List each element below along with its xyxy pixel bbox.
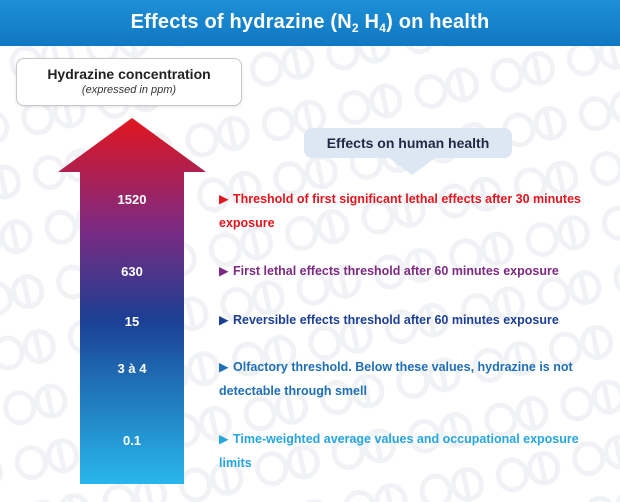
concentration-arrow: [58, 118, 206, 484]
triangle-right-icon: ▶: [219, 264, 229, 278]
subscript-2: 2: [351, 21, 359, 35]
effect-item-15: ▶ Reversible effects threshold after 60 m…: [219, 308, 599, 332]
level-value-0-1: 0.1: [122, 433, 142, 448]
level-value-3-a-4: 3 à 4: [117, 361, 147, 376]
triangle-right-icon: ▶: [219, 432, 229, 446]
level-value-15: 15: [124, 314, 140, 329]
effect-text: Reversible effects threshold after 60 mi…: [233, 313, 559, 327]
effect-item-3-a-4: ▶ Olfactory threshold. Below these values…: [219, 355, 599, 403]
level-value-630: 630: [121, 264, 143, 279]
concentration-unit: (expressed in ppm): [81, 84, 177, 96]
effect-item-630: ▶ First lethal effects threshold after 60…: [219, 259, 599, 283]
triangle-right-icon: ▶: [219, 360, 229, 374]
effect-text: Olfactory threshold. Below these values,…: [219, 360, 573, 398]
page-title: Effects of hydrazine (N2 H4) on health: [130, 11, 490, 35]
effects-pointer-icon: [389, 158, 435, 175]
level-value-1520: 1520: [117, 192, 147, 207]
concentration-label-box: Hydrazine concentration (expressed in pp…: [16, 58, 242, 106]
effect-item-1520: ▶ Threshold of first significant lethal e…: [219, 187, 599, 235]
effect-item-0-1: ▶ Time-weighted average values and occupa…: [219, 427, 599, 475]
title-banner: Effects of hydrazine (N2 H4) on health: [0, 0, 620, 46]
triangle-right-icon: ▶: [219, 313, 229, 327]
concentration-title: Hydrazine concentration: [47, 66, 211, 82]
effect-text: First lethal effects threshold after 60 …: [233, 264, 559, 278]
effects-title: Effects on human health: [326, 135, 490, 151]
effects-label-box: Effects on human health: [304, 128, 512, 158]
effect-text: Time-weighted average values and occupat…: [219, 432, 579, 470]
subscript-4: 4: [379, 21, 387, 35]
effect-text: Threshold of first significant lethal ef…: [219, 192, 581, 230]
triangle-right-icon: ▶: [219, 192, 229, 206]
